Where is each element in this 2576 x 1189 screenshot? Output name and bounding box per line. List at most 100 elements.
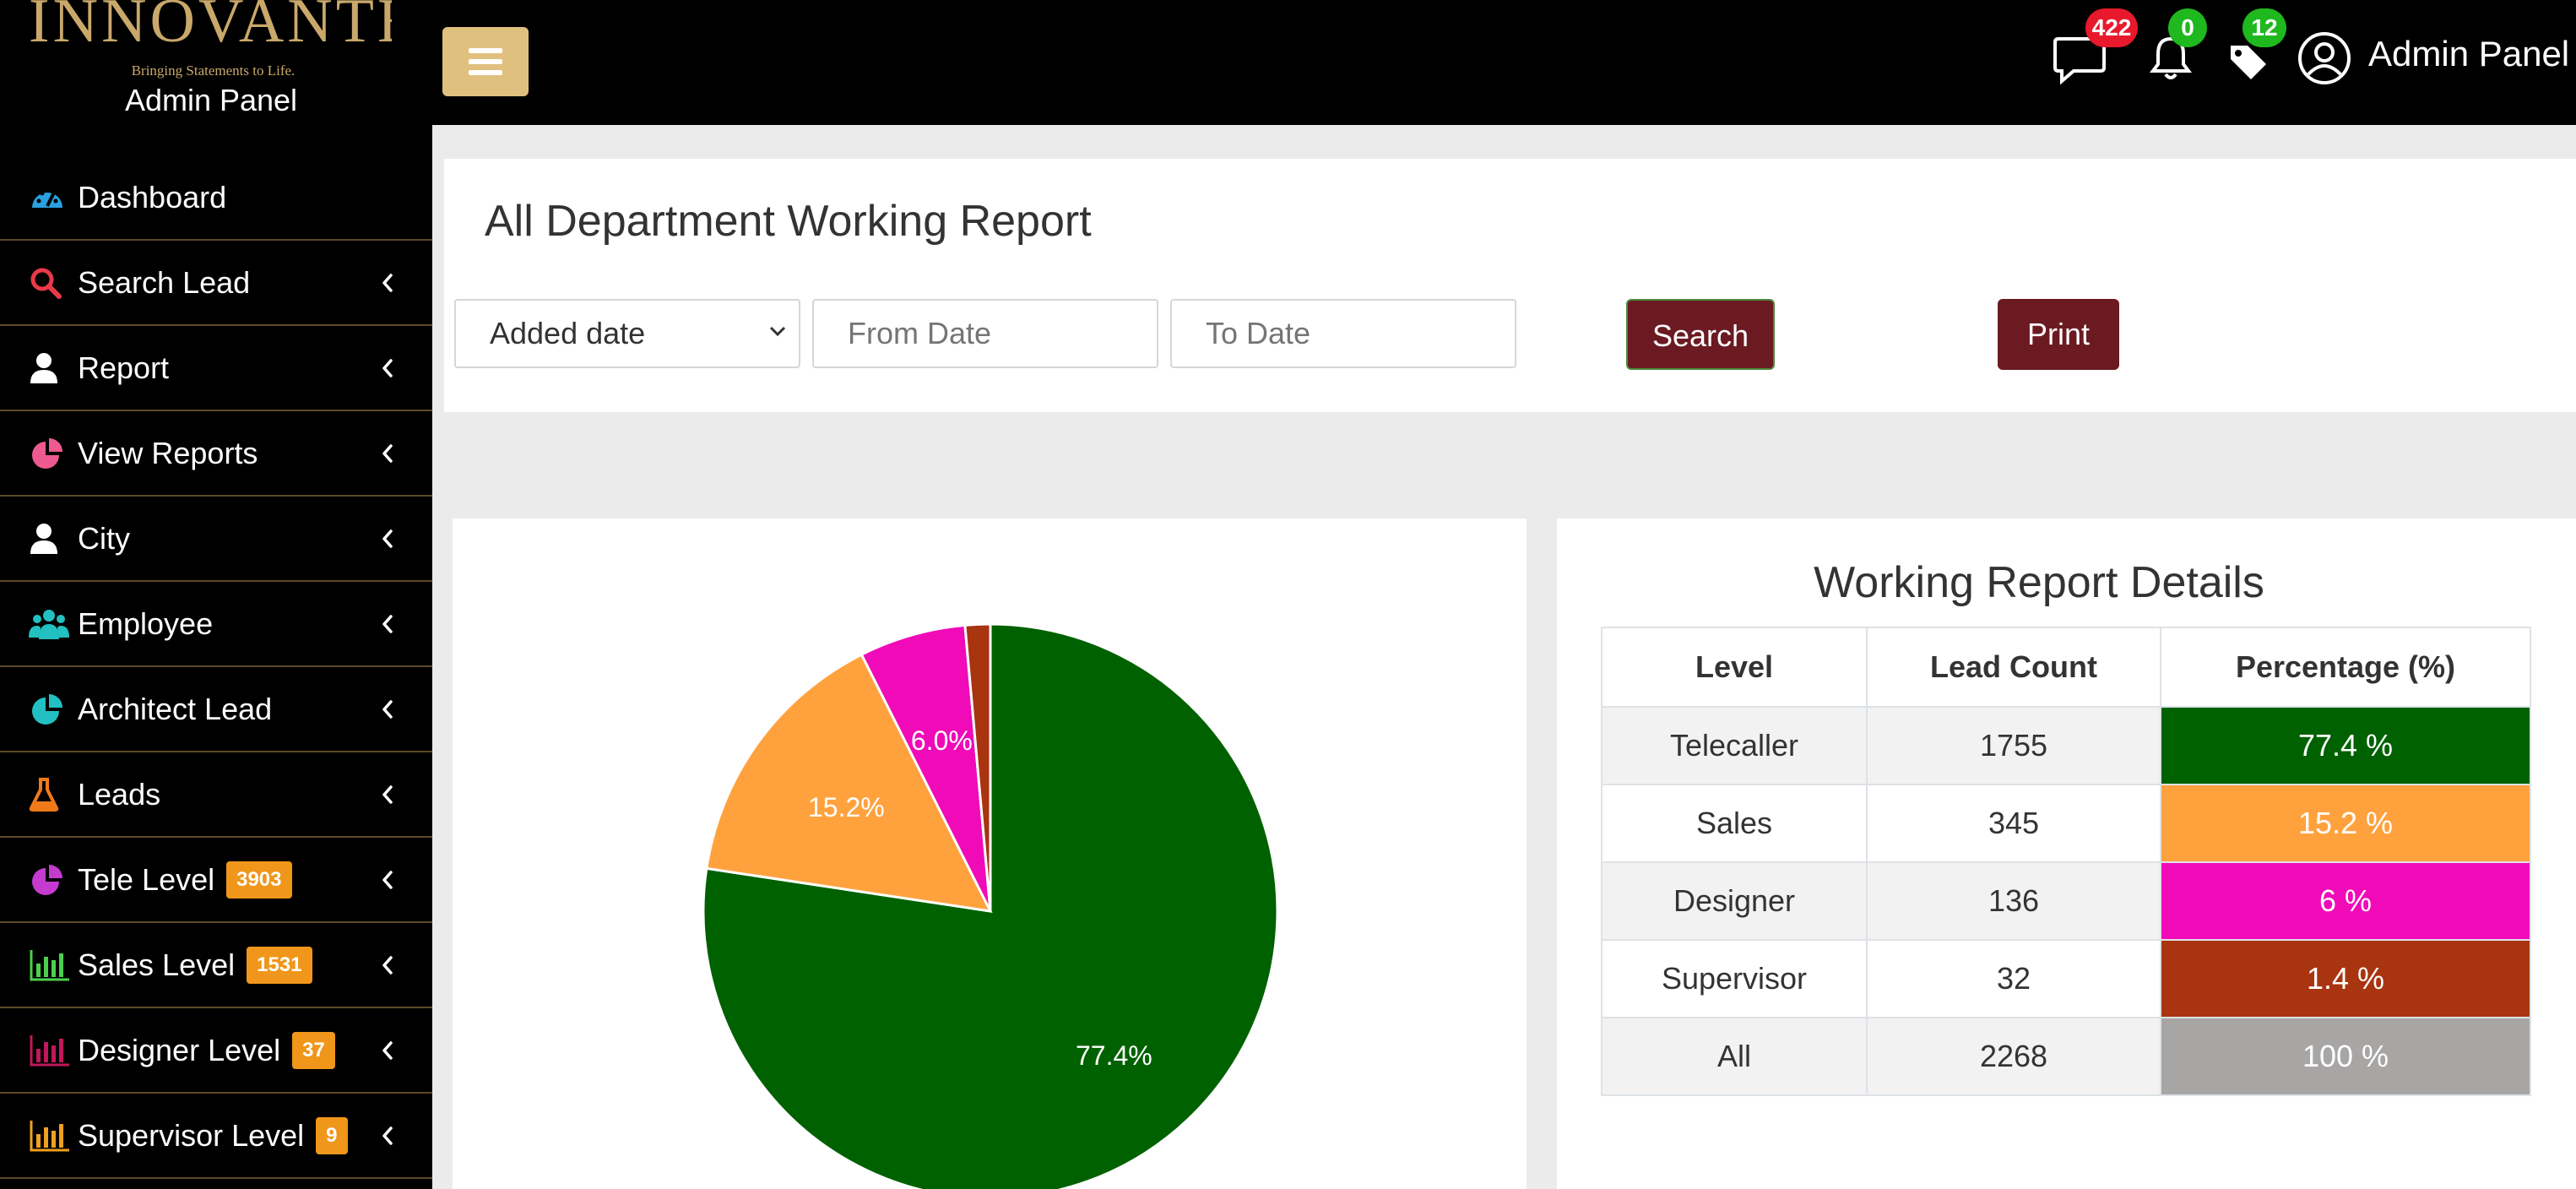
cell-percentage: 1.4 % — [2160, 939, 2531, 1018]
sidebar-item-label: Dashboard — [78, 180, 227, 214]
chevron-left-icon — [382, 955, 393, 975]
sidebar-item-sales-level[interactable]: Sales Level 1531 — [0, 923, 432, 1008]
cell-level: Telecaller — [1601, 706, 1868, 785]
sidebar-item-city[interactable]: City — [0, 497, 432, 582]
brand-logo: INNOVANTE — [29, 0, 392, 51]
chevron-left-icon — [382, 273, 393, 292]
cell-lead-count: 32 — [1866, 939, 2161, 1018]
table-row: Sales 345 15.2 % — [1601, 784, 2531, 863]
flask-icon — [29, 776, 71, 813]
dashboard-gauge-icon — [29, 179, 71, 216]
pie-chart-card: 77.4% 15.2% 6.0% — [453, 518, 1527, 1189]
chevron-left-icon — [382, 1040, 393, 1060]
chevron-left-icon — [382, 614, 393, 633]
pie-chart-icon — [29, 861, 71, 899]
cell-lead-count: 2268 — [1866, 1017, 2161, 1096]
sidebar-item-designer-level[interactable]: Designer Level 37 — [0, 1008, 432, 1094]
sidebar-item-count-badge: 1531 — [247, 946, 312, 984]
table-row: Supervisor 32 1.4 % — [1601, 939, 2531, 1018]
brand-tagline: Bringing Statements to Life. — [131, 62, 296, 79]
cell-lead-count: 136 — [1866, 861, 2161, 941]
chevron-left-icon — [382, 358, 393, 377]
sidebar-item-search-lead[interactable]: Search Lead — [0, 241, 432, 326]
tags-count-badge: 12 — [2242, 8, 2286, 47]
cell-percentage: 77.4 % — [2160, 706, 2531, 785]
sidebar-item-label: Architect Lead — [78, 691, 273, 726]
sidebar-item-tele-level[interactable]: Tele Level 3903 — [0, 838, 432, 923]
pie-slice-designer — [860, 623, 992, 912]
chevron-left-icon — [382, 785, 393, 804]
to-date-input[interactable] — [1170, 299, 1516, 368]
user-icon — [29, 520, 71, 557]
top-navbar: 422 0 12 Admin Panel — [432, 0, 2576, 125]
pie-chart-icon — [29, 691, 71, 728]
sidebar-item-label: View Reports — [78, 435, 258, 470]
cell-percentage: 100 % — [2160, 1017, 2531, 1096]
chevron-left-icon — [382, 443, 393, 463]
sidebar-item-count-badge: 9 — [316, 1116, 348, 1154]
bar-chart-icon — [29, 947, 71, 984]
sidebar-item-count-badge: 3903 — [226, 861, 292, 899]
pie-chart-icon — [29, 435, 71, 472]
sidebar-item-employee[interactable]: Employee — [0, 582, 432, 667]
table-row: All 2268 100 % — [1601, 1017, 2531, 1096]
header-lead-count: Lead Count — [1866, 627, 2161, 708]
cell-lead-count: 345 — [1866, 784, 2161, 863]
cell-percentage: 15.2 % — [2160, 784, 2531, 863]
search-icon — [29, 264, 71, 301]
sidebar-item-label: Employee — [78, 605, 214, 641]
date-type-selected-value: Added date — [490, 316, 646, 350]
header-percentage: Percentage (%) — [2160, 627, 2531, 708]
from-date-input[interactable] — [812, 299, 1158, 368]
date-type-select[interactable]: Added date — [454, 299, 800, 368]
bar-chart-icon — [29, 1117, 71, 1154]
chevron-left-icon — [382, 529, 393, 548]
sidebar-item-label: Supervisor Level — [78, 1117, 305, 1153]
chevron-down-icon — [769, 326, 786, 337]
sidebar-item-label: Designer Level — [78, 1032, 281, 1067]
sidebar-item-label: Sales Level — [78, 947, 236, 982]
chevron-left-icon — [382, 699, 393, 719]
sidebar: INNOVANTE Bringing Statements to Life. A… — [0, 0, 432, 1189]
brand-panel-label: Admin Panel — [124, 83, 298, 117]
sidebar-item-leads[interactable]: Leads — [0, 752, 432, 838]
sidebar-item-count-badge: 37 — [292, 1031, 335, 1069]
pie-slice-sales — [705, 653, 993, 913]
tag-icon — [2231, 46, 2266, 79]
sidebar-item-report[interactable]: Report — [0, 326, 432, 411]
sidebar-item-view-reports[interactable]: View Reports — [0, 411, 432, 497]
sidebar-nav: Dashboard Search Lead Report View Reports Ci… — [0, 156, 432, 1179]
search-button[interactable]: Search — [1626, 299, 1775, 370]
sidebar-item-label: Search Lead — [78, 264, 251, 300]
sidebar-item-supervisor-level[interactable]: Supervisor Level 9 — [0, 1094, 432, 1179]
notifications-count-badge: 0 — [2168, 8, 2207, 47]
tags-button[interactable] — [2219, 30, 2275, 86]
table-row: Designer 136 6 % — [1601, 861, 2531, 941]
chevron-left-icon — [382, 1126, 393, 1145]
pie-chart: 77.4% 15.2% 6.0% — [702, 622, 1279, 1189]
filter-card: All Department Working Report Added date… — [444, 159, 2576, 412]
cell-percentage: 6 % — [2160, 861, 2531, 941]
cell-level: Supervisor — [1601, 939, 1868, 1018]
cell-level: All — [1601, 1017, 1868, 1096]
sidebar-item-label: City — [78, 520, 130, 556]
pie-data-label: 77.4% — [1076, 1040, 1152, 1071]
sidebar-item-architect-lead[interactable]: Architect Lead — [0, 667, 432, 752]
menu-toggle-button[interactable] — [442, 27, 529, 96]
sidebar-item-dashboard[interactable]: Dashboard — [0, 156, 432, 241]
sidebar-item-label: Leads — [78, 776, 161, 812]
print-button[interactable]: Print — [1998, 299, 2119, 370]
pie-slice-supervisor — [963, 622, 992, 912]
user-icon — [29, 350, 71, 387]
sidebar-item-label: Tele Level — [78, 861, 215, 897]
user-menu-button[interactable] — [2295, 29, 2354, 88]
pie-data-label: 6.0% — [911, 725, 973, 756]
sidebar-item-label: Report — [78, 350, 170, 385]
user-circle-icon — [2298, 32, 2351, 84]
brand: INNOVANTE Bringing Statements to Life. A… — [0, 0, 432, 127]
report-details-card: Working Report Details Level Lead Count … — [1557, 518, 2576, 1189]
cell-level: Sales — [1601, 784, 1868, 863]
report-table: Level Lead Count Percentage (%) Telecall… — [1601, 627, 2531, 1096]
user-menu-label[interactable]: Admin Panel — [2368, 34, 2570, 73]
page-title: All Department Working Report — [485, 197, 1092, 246]
